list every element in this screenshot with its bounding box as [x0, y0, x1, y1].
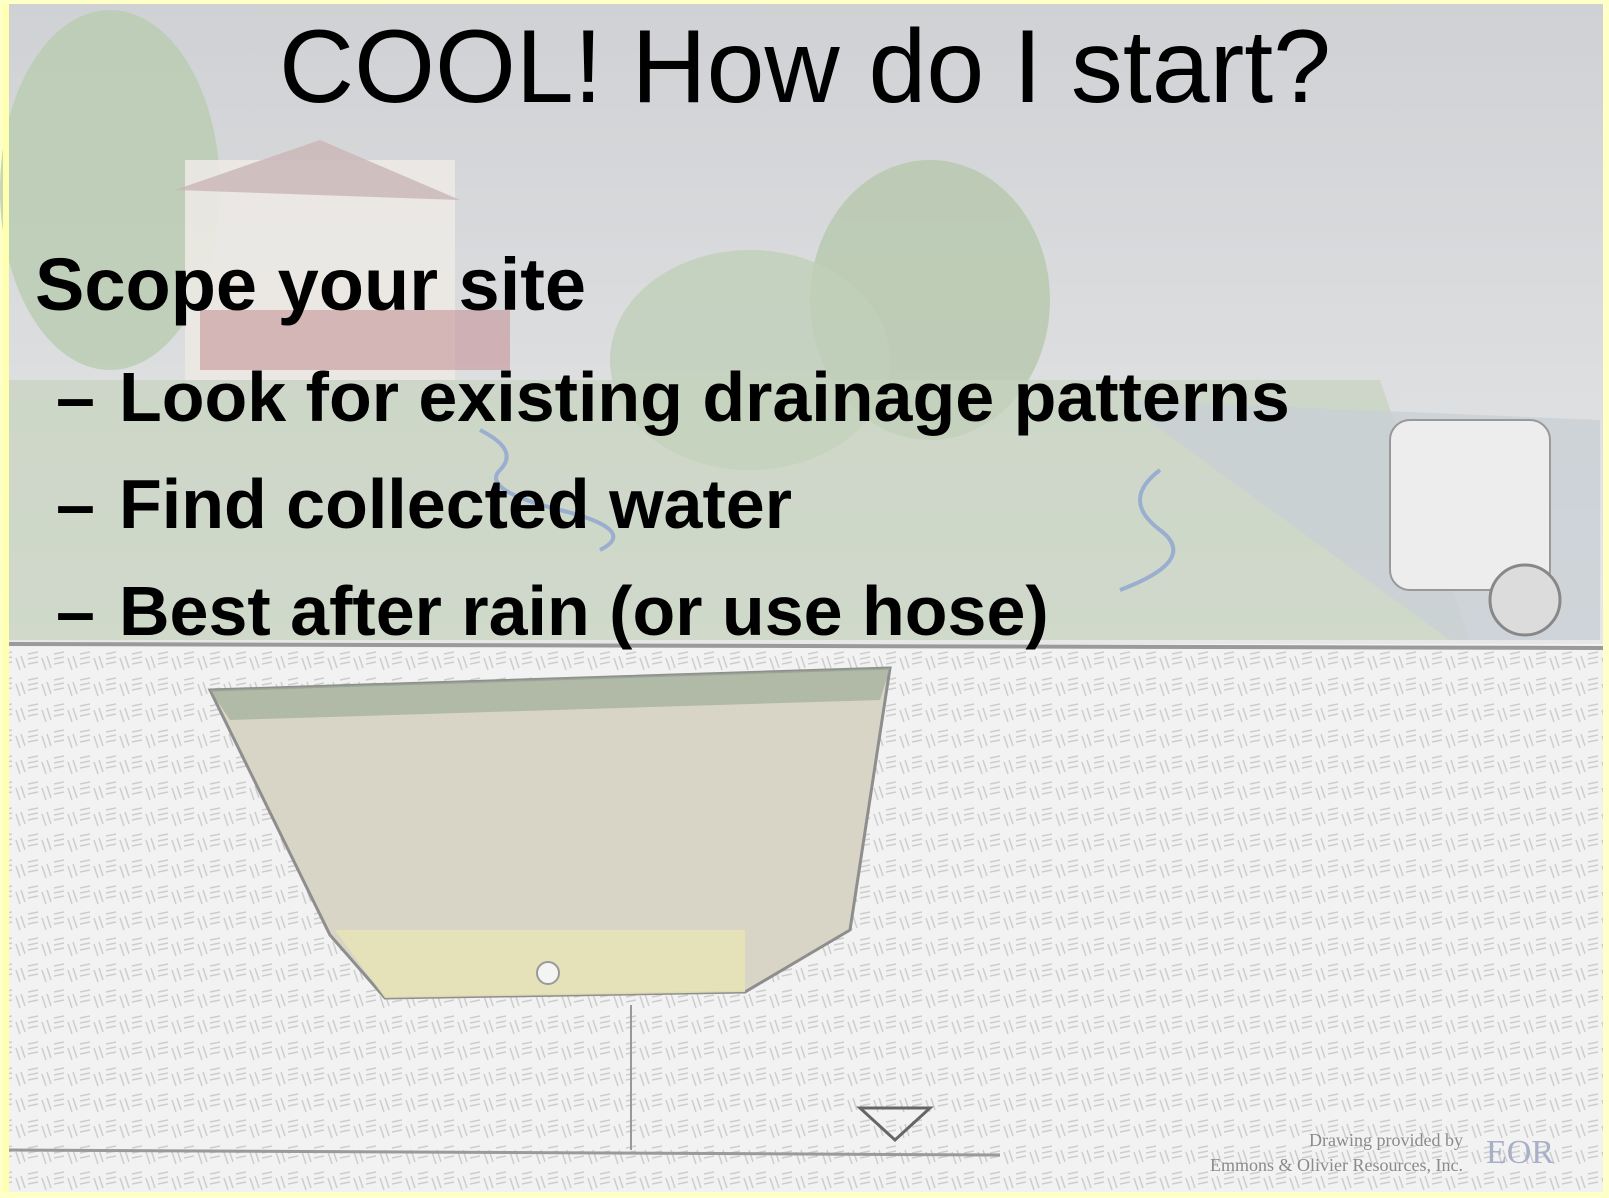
bullet-text: Find collected water	[119, 465, 792, 543]
credit-line: Drawing provided by	[1309, 1130, 1463, 1150]
bullet-text: Best after rain (or use hose)	[119, 572, 1049, 650]
bullet-marker: –	[56, 465, 95, 543]
bullet-marker: –	[56, 358, 95, 436]
section-heading: Scope your site	[35, 243, 586, 326]
slide: COOL! How do I start? Scope your site – …	[0, 0, 1609, 1198]
page: COOL! How do I start? Scope your site – …	[0, 0, 1609, 1198]
bullet-marker: –	[56, 572, 95, 650]
bullet-text: Look for existing drainage patterns	[119, 358, 1290, 436]
credit-line: Emmons & Olivier Resources, Inc.	[1210, 1155, 1463, 1175]
slide-title: COOL! How do I start?	[279, 9, 1331, 125]
credit-logo: EOR	[1486, 1134, 1554, 1171]
